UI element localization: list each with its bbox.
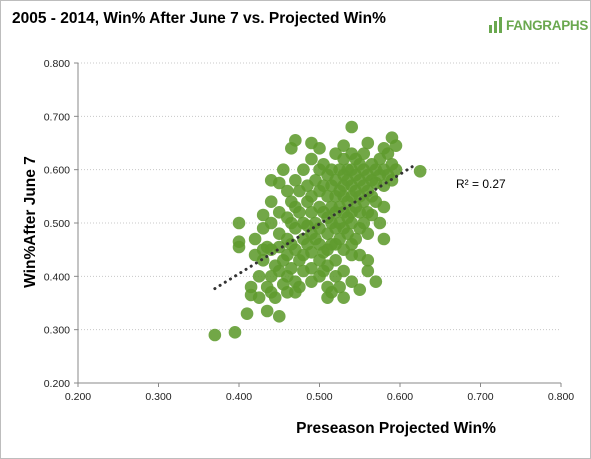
data-point (333, 280, 346, 294)
data-point (313, 142, 326, 155)
data-point (297, 163, 310, 176)
y-tick-label: 0.700 (44, 111, 70, 123)
data-point (293, 206, 306, 219)
data-point (361, 254, 375, 267)
x-tick-label: 0.300 (145, 391, 171, 403)
data-point (373, 216, 387, 230)
data-point (276, 163, 290, 176)
data-point (353, 283, 367, 296)
data-point (232, 240, 246, 254)
fangraphs-logo: FANGRAPHS (488, 14, 588, 36)
data-point (389, 163, 403, 176)
y-tick-label: 0.300 (44, 325, 70, 337)
data-point (337, 291, 350, 304)
gridlines (78, 62, 561, 331)
data-point (264, 195, 278, 208)
data-point (285, 262, 298, 275)
data-point (345, 275, 359, 288)
data-point (337, 139, 350, 152)
r-squared-annotation: R² = 0.27 (456, 177, 506, 191)
data-point (252, 291, 266, 304)
x-axis-title: Preseason Projected Win% (296, 420, 496, 437)
x-tick-labels: 0.200 0.300 0.400 0.500 0.600 0.700 0.800 (65, 391, 574, 403)
data-point (272, 310, 286, 323)
data-point (252, 270, 266, 283)
y-tick-label: 0.400 (44, 271, 70, 283)
data-point (264, 216, 278, 230)
data-point (345, 120, 359, 134)
data-point (349, 232, 363, 246)
y-tick-labels: 0.200 0.300 0.400 0.500 0.600 0.700 0.800 (44, 58, 70, 390)
data-point (357, 147, 371, 160)
y-tick-label: 0.800 (44, 58, 70, 70)
data-point (413, 164, 427, 178)
data-point (228, 326, 242, 339)
data-point (272, 176, 286, 190)
data-point (365, 208, 379, 222)
x-tick-label: 0.500 (306, 391, 332, 403)
data-point (361, 136, 375, 150)
y-tick-label: 0.200 (44, 378, 70, 390)
data-point (281, 184, 294, 198)
data-point (248, 232, 262, 246)
data-point (289, 134, 302, 147)
data-point (260, 304, 274, 318)
x-tick-label: 0.800 (548, 391, 574, 403)
axes (74, 62, 562, 387)
data-point (305, 262, 318, 275)
y-tick-label: 0.500 (44, 218, 70, 230)
data-point (357, 216, 371, 230)
data-point (361, 264, 375, 278)
data-point (329, 254, 342, 267)
y-tick-label: 0.600 (44, 165, 70, 177)
data-point (232, 216, 246, 230)
x-tick-label: 0.200 (65, 391, 91, 403)
data-points (208, 120, 427, 342)
data-point (377, 232, 391, 246)
data-point (381, 147, 395, 160)
data-point (337, 264, 350, 278)
data-point (305, 152, 318, 166)
data-point (256, 208, 270, 222)
data-point (369, 275, 383, 288)
data-point (289, 174, 302, 187)
data-point (305, 246, 318, 259)
data-point (361, 227, 375, 240)
x-tick-label: 0.400 (226, 391, 252, 403)
bar-chart-icon (489, 17, 502, 33)
data-point (377, 200, 391, 214)
logo-text: FANGRAPHS (506, 17, 589, 33)
data-point (389, 139, 403, 152)
x-tick-label: 0.700 (467, 391, 493, 403)
x-tick-label: 0.600 (387, 391, 413, 403)
y-axis-title: Win%After June 7 (22, 156, 39, 288)
chart-title: 2005 - 2014, Win% After June 7 vs. Proje… (12, 10, 386, 27)
data-point (293, 280, 306, 294)
data-point (208, 328, 222, 342)
data-point (268, 291, 282, 304)
data-point (240, 307, 254, 320)
